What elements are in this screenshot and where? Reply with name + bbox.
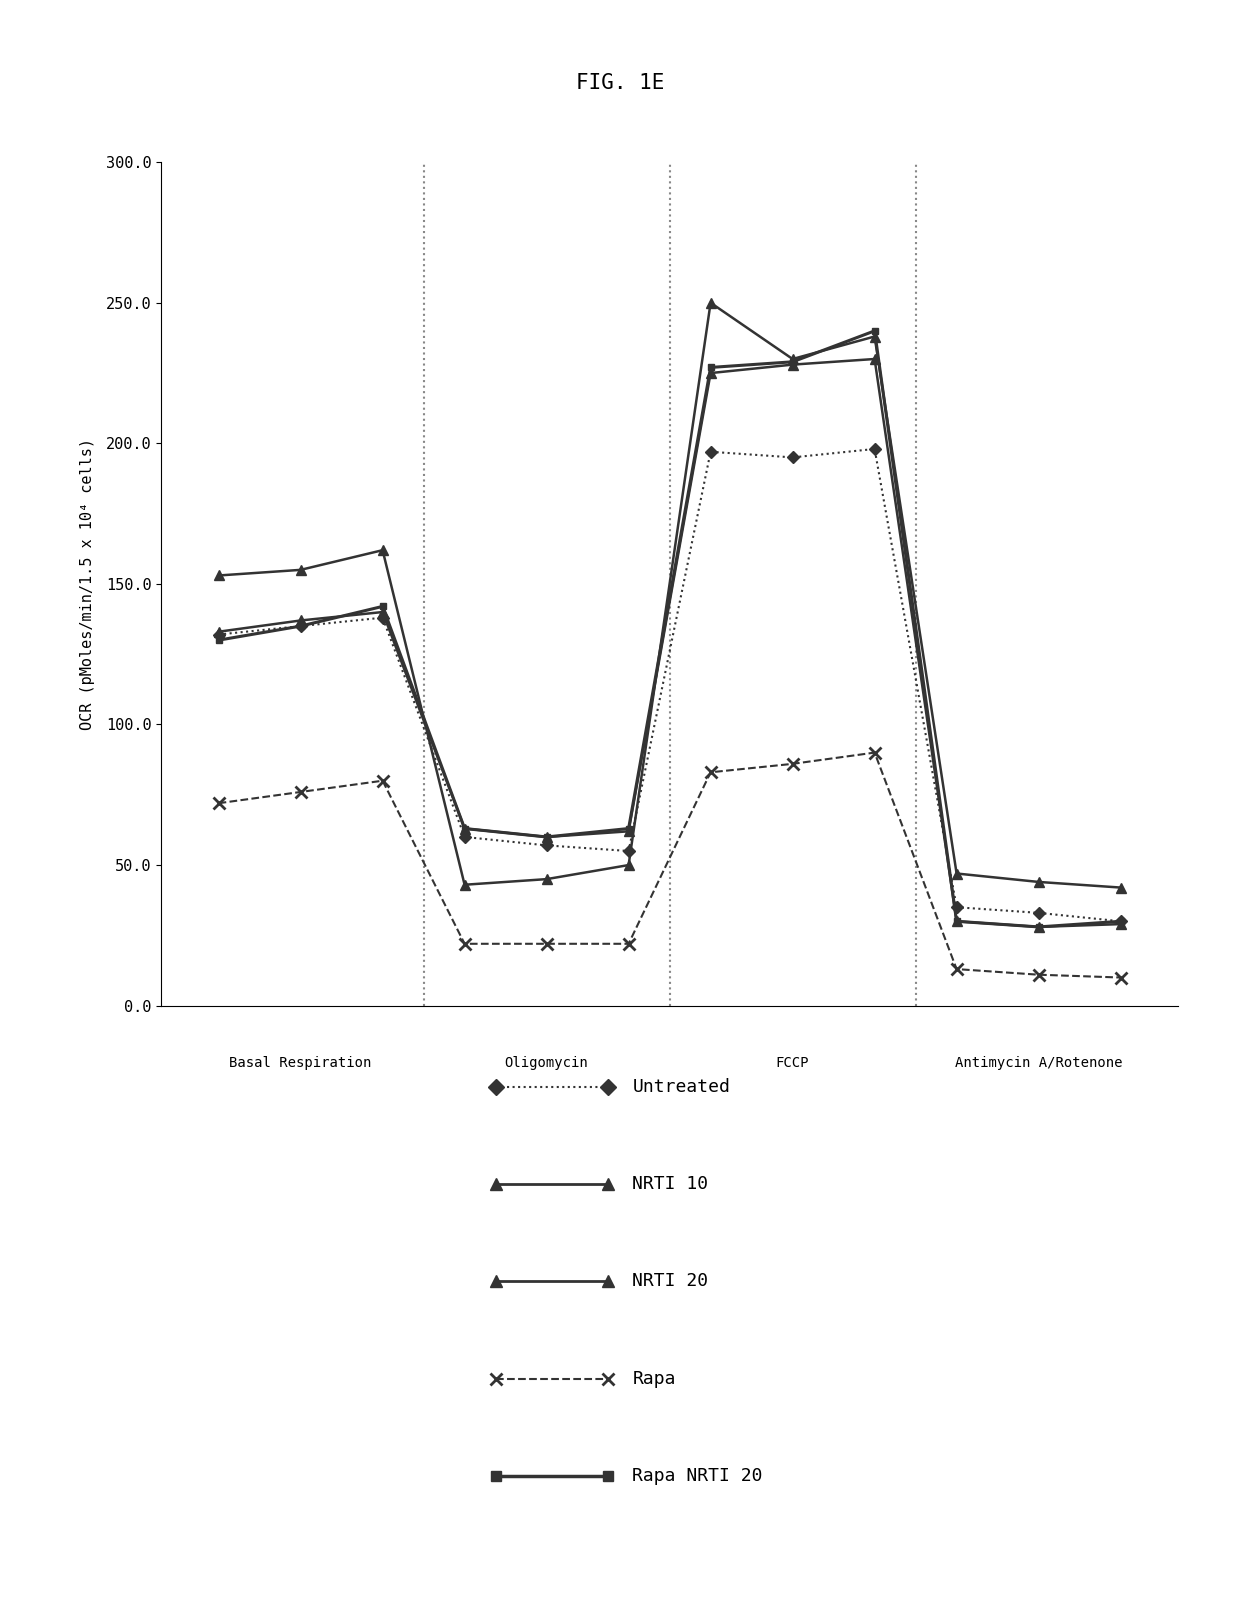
NRTI 20 — [539, 869, 554, 889]
Rapa NRTI 20 — [376, 597, 391, 616]
NRTI 20 — [867, 326, 882, 345]
NRTI 20 — [1114, 878, 1128, 897]
Text: Rapa NRTI 20: Rapa NRTI 20 — [632, 1466, 763, 1486]
NRTI 10 — [785, 355, 800, 375]
NRTI 20 — [211, 566, 226, 586]
Text: Basal Respiration: Basal Respiration — [229, 1056, 372, 1071]
Untreated — [621, 842, 636, 861]
NRTI 10 — [458, 819, 472, 839]
Line: Rapa NRTI 20: Rapa NRTI 20 — [215, 328, 1125, 931]
NRTI 10 — [293, 611, 308, 631]
NRTI 10 — [539, 827, 554, 847]
NRTI 10 — [376, 602, 391, 621]
NRTI 10 — [621, 822, 636, 842]
Rapa NRTI 20 — [1032, 916, 1047, 936]
Rapa NRTI 20 — [949, 912, 963, 931]
Text: Rapa: Rapa — [632, 1369, 676, 1388]
NRTI 20 — [703, 294, 718, 313]
NRTI 10 — [211, 621, 226, 641]
Untreated — [458, 827, 472, 847]
NRTI 20 — [293, 560, 308, 579]
Text: FCCP: FCCP — [776, 1056, 810, 1071]
Rapa NRTI 20 — [539, 827, 554, 847]
Rapa NRTI 20 — [211, 631, 226, 650]
Rapa NRTI 20 — [293, 616, 308, 636]
Rapa NRTI 20 — [1114, 912, 1128, 931]
Rapa NRTI 20 — [785, 352, 800, 371]
Untreated — [539, 835, 554, 855]
NRTI 20 — [621, 855, 636, 874]
Untreated — [703, 443, 718, 462]
Untreated — [1032, 903, 1047, 923]
Rapa — [211, 793, 226, 813]
Rapa — [949, 959, 963, 978]
NRTI 10 — [703, 363, 718, 383]
Line: Untreated: Untreated — [215, 444, 1125, 926]
NRTI 20 — [458, 874, 472, 894]
NRTI 20 — [376, 540, 391, 560]
Text: FIG. 1E: FIG. 1E — [575, 73, 665, 92]
Untreated — [785, 448, 800, 467]
Text: Antimycin A/Rotenone: Antimycin A/Rotenone — [955, 1056, 1122, 1071]
Rapa — [703, 762, 718, 782]
Rapa — [376, 770, 391, 790]
Rapa — [1114, 968, 1128, 988]
Y-axis label: OCR (pMoles/min/1.5 x 10⁴ cells): OCR (pMoles/min/1.5 x 10⁴ cells) — [79, 438, 94, 730]
NRTI 20 — [949, 865, 963, 884]
NRTI 20 — [785, 349, 800, 368]
NRTI 10 — [1114, 915, 1128, 934]
Text: NRTI 20: NRTI 20 — [632, 1272, 708, 1291]
Line: NRTI 20: NRTI 20 — [213, 298, 1126, 892]
Text: NRTI 10: NRTI 10 — [632, 1174, 708, 1194]
Untreated — [949, 897, 963, 916]
Rapa NRTI 20 — [867, 321, 882, 341]
Rapa — [621, 934, 636, 954]
Line: Rapa: Rapa — [213, 748, 1126, 983]
Untreated — [1114, 912, 1128, 931]
Untreated — [293, 616, 308, 636]
Rapa — [867, 743, 882, 762]
Untreated — [211, 624, 226, 644]
Text: Untreated: Untreated — [632, 1077, 730, 1096]
Rapa NRTI 20 — [458, 819, 472, 839]
Rapa — [293, 782, 308, 801]
Rapa — [785, 754, 800, 774]
Rapa NRTI 20 — [621, 819, 636, 839]
Rapa — [1032, 965, 1047, 985]
Untreated — [867, 440, 882, 459]
Rapa — [458, 934, 472, 954]
NRTI 10 — [949, 912, 963, 931]
Rapa — [539, 934, 554, 954]
Line: NRTI 10: NRTI 10 — [213, 354, 1126, 931]
Untreated — [376, 608, 391, 628]
NRTI 10 — [867, 349, 882, 368]
Text: Oligomycin: Oligomycin — [505, 1056, 589, 1071]
Rapa NRTI 20 — [703, 358, 718, 378]
NRTI 20 — [1032, 873, 1047, 892]
NRTI 10 — [1032, 916, 1047, 936]
